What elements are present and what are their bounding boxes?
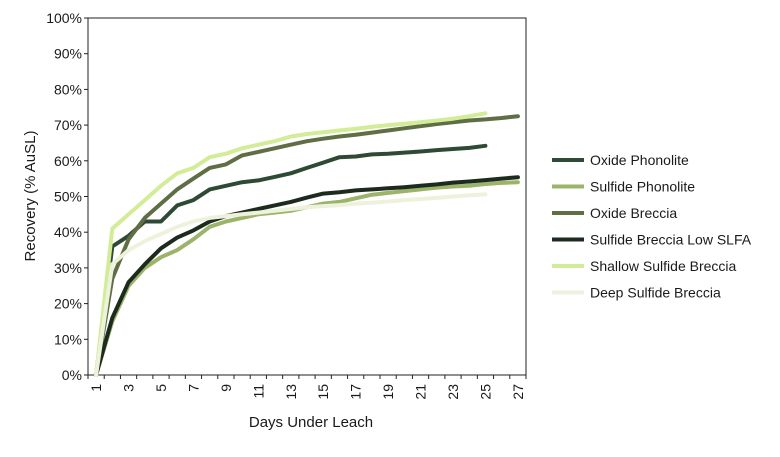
legend-label: Oxide Breccia — [590, 205, 677, 221]
y-tick-label: 40% — [54, 224, 82, 240]
x-tick-label: 21 — [413, 384, 429, 400]
x-axis: 1 3 5 7 9 11 13 15 17 19 21 23 25 27 — [87, 375, 527, 400]
y-tick-label: 60% — [54, 153, 82, 169]
x-tick-label: 19 — [380, 384, 396, 400]
legend-label: Deep Sulfide Breccia — [590, 285, 721, 301]
series-line-2 — [94, 114, 520, 377]
y-tick-label: 50% — [54, 189, 82, 205]
series-line-3 — [94, 175, 520, 377]
series-line-5 — [94, 192, 488, 377]
y-tick-label: 20% — [54, 296, 82, 312]
x-tick-label: 23 — [445, 384, 461, 400]
x-tick-label: 27 — [510, 384, 526, 400]
series-line-0 — [94, 143, 488, 377]
series-line-4 — [94, 111, 488, 377]
y-tick-label: 70% — [54, 117, 82, 133]
y-tick-label: 80% — [54, 81, 82, 97]
legend-label: Sulfide Phonolite — [590, 179, 695, 195]
x-tick-label: 5 — [153, 384, 169, 392]
x-tick-label: 15 — [315, 384, 331, 400]
y-tick-label: 10% — [54, 331, 82, 347]
x-tick-label: 13 — [283, 384, 299, 400]
x-tick-label: 7 — [185, 384, 201, 392]
y-tick-label: 100% — [46, 10, 82, 26]
y-tick-label: 90% — [54, 46, 82, 62]
y-axis: 0% 10% 20% 30% 40% 50% 60% 70% 80% 90% 100% — [46, 10, 88, 383]
y-tick-label: 30% — [54, 260, 82, 276]
x-tick-label: 17 — [348, 384, 364, 400]
y-tick-label: 0% — [62, 367, 82, 383]
legend: Oxide Phonolite Sulfide Phonolite Oxide Br… — [552, 152, 752, 301]
x-tick-label: 11 — [250, 384, 266, 399]
x-axis-title: Days Under Leach — [249, 414, 373, 431]
y-axis-title: Recovery (% AuSL) — [22, 131, 39, 262]
legend-label: Shallow Sulfide Breccia — [590, 258, 737, 274]
legend-label: Sulfide Breccia Low SLFA — [590, 232, 752, 248]
legend-label: Oxide Phonolite — [590, 152, 689, 168]
x-tick-label: 9 — [218, 384, 234, 392]
series-layer — [94, 111, 520, 377]
x-tick-label: 3 — [121, 384, 137, 392]
x-tick-label: 1 — [88, 384, 104, 392]
x-tick-label: 25 — [477, 384, 493, 400]
